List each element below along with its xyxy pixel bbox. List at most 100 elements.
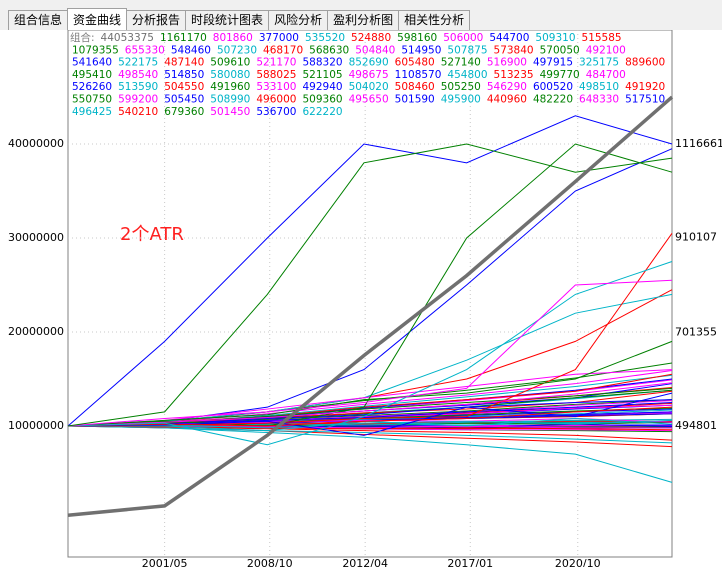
- legend-entry: 495900: [441, 94, 481, 106]
- legend-entry: 588320: [302, 57, 342, 69]
- legend-entry: 541640: [72, 57, 112, 69]
- legend-entry: 497915: [533, 57, 573, 69]
- legend-entry: 588025: [256, 69, 296, 81]
- y-tick-label: 40000000: [8, 137, 64, 150]
- legend-entry: 580080: [210, 69, 250, 81]
- legend-entry: 605480: [395, 57, 435, 69]
- legend-entry: 600520: [533, 81, 573, 93]
- legend-entry: 504020: [349, 81, 389, 93]
- tab[interactable]: 相关性分析: [398, 10, 471, 30]
- chart: 2个ATR 10000000 20000000 30000000 40000000 49…: [0, 30, 722, 567]
- legend-entry: 468170: [263, 44, 303, 56]
- legend-entry: 852690: [349, 57, 389, 69]
- legend-entry: 509310: [535, 32, 575, 44]
- x-tick-label: 2017/01: [447, 557, 493, 567]
- legend-entry: 508460: [395, 81, 435, 93]
- legend-entry: 535520: [305, 32, 345, 44]
- series-line: [67, 95, 674, 518]
- series-line: [67, 406, 673, 427]
- legend-entry: 801860: [213, 32, 253, 44]
- legend-entry: 550750: [72, 94, 112, 106]
- legend-entry: 491920: [625, 81, 665, 93]
- legend-entry: 487140: [164, 57, 204, 69]
- legend-entry: 679360: [164, 106, 204, 118]
- legend-entry: 1161170: [160, 32, 207, 44]
- tab[interactable]: 资金曲线: [67, 8, 128, 30]
- series-line: [67, 143, 673, 427]
- legend-entry: 499770: [540, 69, 580, 81]
- series-line: [67, 382, 673, 427]
- legend-entry: 44053375: [101, 32, 154, 44]
- legend-entry: 491960: [210, 81, 250, 93]
- legend-entry: 889600: [625, 57, 665, 69]
- legend-entry: 377000: [259, 32, 299, 44]
- tab[interactable]: 分析报告: [126, 10, 187, 30]
- x-tick-label: 2012/04: [342, 557, 388, 567]
- legend-entry: 506000: [443, 32, 483, 44]
- legend-label: 组合:: [70, 31, 95, 44]
- legend-entry: 495410: [72, 69, 112, 81]
- legend-entry: 504840: [355, 44, 395, 56]
- legend-entry: 492940: [302, 81, 342, 93]
- y2-tick-label: 701355: [675, 325, 717, 338]
- legend-entry: 544700: [489, 32, 529, 44]
- legend-entry: 513590: [118, 81, 158, 93]
- legend-entry: 501450: [210, 106, 250, 118]
- x-tick-label: 2001/05: [142, 557, 188, 567]
- y2-tick-label: 1116661: [675, 137, 722, 150]
- legend-entry: 482220: [533, 94, 573, 106]
- legend-entry: 655330: [125, 44, 165, 56]
- legend: 组合: 44053375 1161170 801860 377000 535520 5248…: [70, 31, 665, 118]
- series-line: [67, 425, 673, 483]
- x-tick-label: 2020/10: [555, 557, 601, 567]
- series-line: [67, 425, 673, 441]
- legend-entry: 498510: [579, 81, 619, 93]
- legend-entry: 526260: [72, 81, 112, 93]
- tab[interactable]: 风险分析: [268, 10, 329, 30]
- legend-entry: 570050: [540, 44, 580, 56]
- legend-entry: 524880: [351, 32, 391, 44]
- plot-area: [67, 30, 673, 558]
- y-tick-label: 10000000: [8, 419, 64, 432]
- y2-tick-label: 910107: [675, 231, 717, 244]
- legend-entry: 548460: [171, 44, 211, 56]
- legend-entry: 598160: [397, 32, 437, 44]
- legend-entry: 496425: [72, 106, 112, 118]
- legend-entry: 648330: [579, 94, 619, 106]
- legend-entry: 509610: [210, 57, 250, 69]
- legend-entry: 507875: [447, 44, 487, 56]
- legend-entry: 496000: [256, 94, 296, 106]
- legend-entry: 505250: [441, 81, 481, 93]
- legend-entry: 540210: [118, 106, 158, 118]
- y-tick-label: 30000000: [8, 231, 64, 244]
- legend-entry: 325175: [579, 57, 619, 69]
- legend-entry: 522175: [118, 57, 158, 69]
- legend-entry: 521105: [302, 69, 342, 81]
- tab[interactable]: 时段统计图表: [185, 10, 270, 30]
- series-line: [67, 143, 673, 427]
- legend-entry: 546290: [487, 81, 527, 93]
- legend-entry: 622220: [302, 106, 342, 118]
- tab[interactable]: 组合信息: [8, 10, 69, 30]
- y-tick-label: 20000000: [8, 325, 64, 338]
- legend-entry: 516900: [487, 57, 527, 69]
- y2-tick-label: 494801: [675, 419, 717, 432]
- legend-entry: 573840: [494, 44, 534, 56]
- legend-entry: 536700: [256, 106, 296, 118]
- legend-entry: 498675: [349, 69, 389, 81]
- legend-entry: 514950: [401, 44, 441, 56]
- legend-entry: 599200: [118, 94, 158, 106]
- series-line: [67, 115, 673, 427]
- x-tick-label: 2008/10: [247, 557, 293, 567]
- legend-entry: 508990: [210, 94, 250, 106]
- legend-entry: 492100: [586, 44, 626, 56]
- legend-entry: 495650: [349, 94, 389, 106]
- legend-entry: 507230: [217, 44, 257, 56]
- legend-entry: 498540: [118, 69, 158, 81]
- tab-bar: 组合信息 资金曲线 分析报告 时段统计图表 风险分析 盈利分析图 相关性分析: [8, 8, 471, 30]
- series-line: [67, 261, 673, 446]
- series-line: [67, 340, 673, 427]
- tab[interactable]: 盈利分析图: [327, 10, 400, 30]
- legend-entry: 515585: [582, 32, 622, 44]
